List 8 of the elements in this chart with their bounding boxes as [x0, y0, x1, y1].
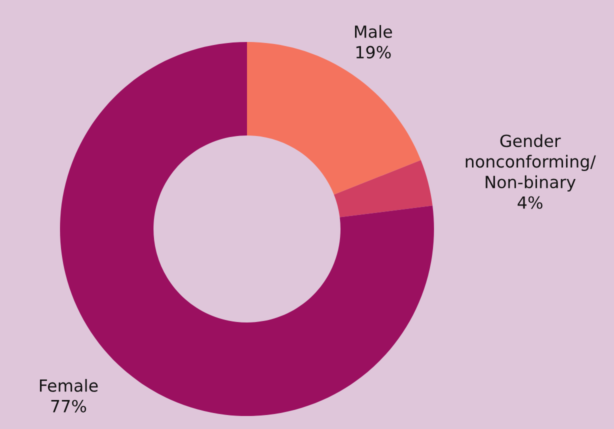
data-label: 77%	[51, 400, 86, 412]
donut-slice	[247, 42, 421, 195]
slice-label: Female	[40, 378, 98, 392]
donut-slice	[334, 160, 433, 218]
slice-label: Gender nonconforming/ Non-binary	[466, 134, 596, 192]
data-label: 4%	[518, 196, 542, 209]
slice-label: Male	[355, 25, 392, 38]
data-label: 19%	[356, 46, 391, 59]
